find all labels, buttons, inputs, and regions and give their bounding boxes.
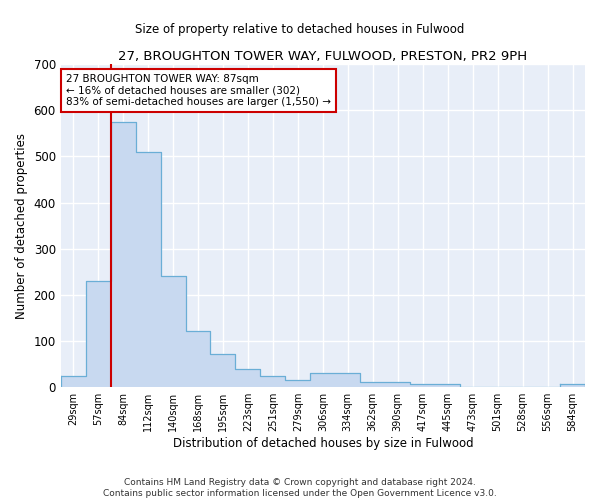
- Text: 27 BROUGHTON TOWER WAY: 87sqm
← 16% of detached houses are smaller (302)
83% of : 27 BROUGHTON TOWER WAY: 87sqm ← 16% of d…: [66, 74, 331, 107]
- Title: 27, BROUGHTON TOWER WAY, FULWOOD, PRESTON, PR2 9PH: 27, BROUGHTON TOWER WAY, FULWOOD, PRESTO…: [118, 50, 527, 63]
- Text: Size of property relative to detached houses in Fulwood: Size of property relative to detached ho…: [136, 22, 464, 36]
- Y-axis label: Number of detached properties: Number of detached properties: [15, 132, 28, 318]
- X-axis label: Distribution of detached houses by size in Fulwood: Distribution of detached houses by size …: [173, 437, 473, 450]
- Text: Contains HM Land Registry data © Crown copyright and database right 2024.
Contai: Contains HM Land Registry data © Crown c…: [103, 478, 497, 498]
